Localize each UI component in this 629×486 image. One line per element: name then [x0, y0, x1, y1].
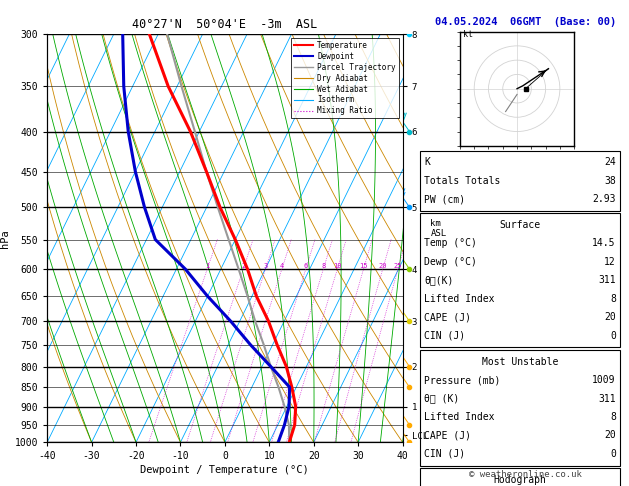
- Text: PW (cm): PW (cm): [424, 194, 465, 204]
- Text: 14.5: 14.5: [593, 239, 616, 248]
- Text: 6: 6: [304, 263, 308, 269]
- Text: θᴇ(K): θᴇ(K): [424, 276, 454, 285]
- Text: Pressure (mb): Pressure (mb): [424, 375, 500, 385]
- Text: kt: kt: [463, 30, 473, 39]
- Text: 20: 20: [604, 431, 616, 440]
- Text: CAPE (J): CAPE (J): [424, 312, 471, 322]
- X-axis label: Dewpoint / Temperature (°C): Dewpoint / Temperature (°C): [140, 466, 309, 475]
- Text: 12: 12: [604, 257, 616, 267]
- Text: 04.05.2024  06GMT  (Base: 00): 04.05.2024 06GMT (Base: 00): [435, 17, 616, 27]
- Text: 4: 4: [280, 263, 284, 269]
- Text: 0: 0: [610, 449, 616, 459]
- Text: 2.93: 2.93: [593, 194, 616, 204]
- Text: Totals Totals: Totals Totals: [424, 176, 500, 186]
- Text: 15: 15: [359, 263, 368, 269]
- Text: θᴇ (K): θᴇ (K): [424, 394, 459, 403]
- Text: Hodograph: Hodograph: [493, 475, 547, 485]
- Text: CAPE (J): CAPE (J): [424, 431, 471, 440]
- Text: CIN (J): CIN (J): [424, 331, 465, 341]
- Text: Lifted Index: Lifted Index: [424, 294, 494, 304]
- Text: Lifted Index: Lifted Index: [424, 412, 494, 422]
- Text: 8: 8: [321, 263, 325, 269]
- Y-axis label: hPa: hPa: [1, 229, 11, 247]
- Text: Dewp (°C): Dewp (°C): [424, 257, 477, 267]
- Legend: Temperature, Dewpoint, Parcel Trajectory, Dry Adiabat, Wet Adiabat, Isotherm, Mi: Temperature, Dewpoint, Parcel Trajectory…: [291, 38, 399, 119]
- Text: 311: 311: [598, 276, 616, 285]
- Text: 1: 1: [205, 263, 209, 269]
- Text: Surface: Surface: [499, 220, 540, 230]
- Text: 38: 38: [604, 176, 616, 186]
- Text: Most Unstable: Most Unstable: [482, 357, 558, 366]
- Text: 10: 10: [333, 263, 342, 269]
- Text: 8: 8: [610, 412, 616, 422]
- Text: © weatheronline.co.uk: © weatheronline.co.uk: [469, 469, 582, 479]
- Text: Temp (°C): Temp (°C): [424, 239, 477, 248]
- Y-axis label: km
ASL: km ASL: [430, 219, 447, 238]
- Text: CIN (J): CIN (J): [424, 449, 465, 459]
- Text: 24: 24: [604, 157, 616, 167]
- Text: 8: 8: [610, 294, 616, 304]
- Text: 1009: 1009: [593, 375, 616, 385]
- Text: 20: 20: [379, 263, 387, 269]
- Text: 0: 0: [610, 331, 616, 341]
- Text: 3: 3: [264, 263, 267, 269]
- Text: 25: 25: [394, 263, 402, 269]
- Text: 2: 2: [241, 263, 245, 269]
- Text: K: K: [424, 157, 430, 167]
- Title: 40°27'N  50°04'E  -3m  ASL: 40°27'N 50°04'E -3m ASL: [132, 18, 318, 32]
- Text: 20: 20: [604, 312, 616, 322]
- Text: 311: 311: [598, 394, 616, 403]
